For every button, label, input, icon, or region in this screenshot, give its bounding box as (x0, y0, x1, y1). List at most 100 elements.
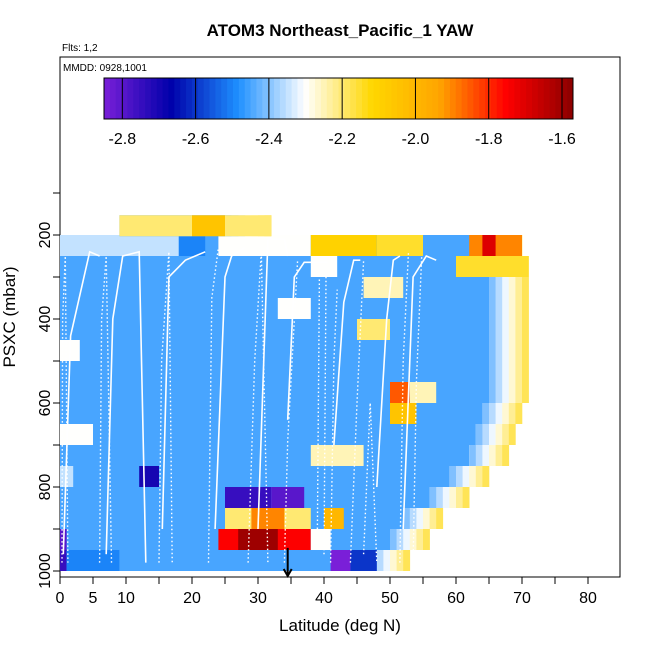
heatmap-cell (508, 340, 516, 361)
heatmap-cell (475, 466, 483, 487)
colorbar-swatch (250, 78, 257, 119)
heatmap-cell (423, 508, 430, 529)
heatmap-cell (495, 403, 503, 424)
flight-track (214, 246, 246, 530)
flight-track (333, 259, 361, 446)
heatmap-cell (60, 319, 489, 340)
heatmap-cell (178, 235, 206, 256)
heatmap-cell (238, 529, 278, 550)
heatmap-cell (383, 550, 391, 571)
heatmap-cell (489, 361, 496, 382)
colorbar-swatch (514, 78, 521, 119)
heatmap-cell (456, 487, 463, 508)
colorbar-strip (104, 78, 574, 119)
colorbar-swatch (473, 78, 480, 119)
colorbar-swatch (174, 78, 181, 119)
heatmap-cell (502, 403, 510, 424)
flight-track (257, 238, 289, 530)
heatmap-cell (436, 508, 444, 529)
flight-track (158, 251, 173, 563)
heatmap-cell (489, 403, 496, 424)
colorbar-swatch (467, 78, 474, 119)
colorbar-tick-label: -2.4 (255, 131, 283, 148)
heatmap-cell (456, 466, 463, 487)
colorbar-swatch (244, 78, 251, 119)
colorbar-swatch (520, 78, 527, 119)
heatmap-cell (515, 298, 523, 319)
colorbar-swatch (338, 78, 345, 119)
heatmap-row (119, 215, 272, 237)
colorbar-swatch (238, 78, 246, 119)
heatmap-cell (390, 382, 410, 403)
heatmap-cell (522, 340, 529, 361)
colorbar-swatch (502, 78, 509, 119)
colorbar-swatch (104, 78, 111, 119)
colorbar-swatch (420, 78, 427, 119)
colorbar-swatch (531, 78, 539, 119)
colorbar-swatch (361, 78, 369, 119)
flight-track (62, 250, 100, 555)
heatmap-cell (396, 550, 404, 571)
heatmap-cell (522, 382, 529, 403)
colorbar-swatch (326, 78, 334, 119)
colorbar-swatch (291, 78, 298, 119)
dates-label: MMDD: 0928,1001 (63, 63, 147, 74)
heatmap-cell (522, 277, 529, 298)
heatmap-cell (489, 298, 496, 319)
heatmap-cell (449, 487, 457, 508)
heatmap-cell (515, 277, 523, 298)
y-tick-label: 400 (37, 306, 54, 333)
heatmap-cell (271, 487, 305, 508)
flights-label: Flts: 1,2 (62, 43, 98, 54)
colorbar-swatch (444, 78, 451, 119)
heatmap-cell (60, 550, 371, 571)
heatmap-row (60, 361, 529, 382)
colorbar-swatch (555, 78, 562, 119)
colorbar-swatch (186, 78, 193, 119)
x-tick-label: 20 (183, 590, 201, 607)
colorbar-swatch (332, 78, 339, 119)
heatmap-cell (376, 550, 384, 571)
colorbar-swatch (391, 78, 398, 119)
heatmap-cell (502, 445, 510, 466)
flight-track (161, 251, 206, 530)
heatmap-cell (277, 298, 311, 319)
colorbar-swatch (279, 78, 287, 119)
colorbar-swatch (367, 78, 375, 119)
colorbar-swatch (256, 78, 263, 119)
flight-track (349, 260, 365, 563)
y-axis-label: PSXC (mbar) (0, 266, 19, 367)
colorbar-tick-label: -2.8 (109, 131, 137, 148)
heatmap-cell (508, 319, 516, 340)
colorbar-swatch (227, 78, 234, 119)
heatmap-cell (482, 466, 490, 487)
colorbar-swatch (402, 78, 410, 119)
heatmap-cell (482, 445, 490, 466)
colorbar-swatch (320, 78, 328, 119)
heatmap-cell (495, 361, 503, 382)
heatmap-cell (66, 550, 120, 571)
latitude-marker (282, 547, 293, 579)
heatmap-row (60, 529, 430, 550)
heatmap-cell (350, 550, 377, 571)
heatmap-cell (60, 403, 483, 424)
heatmap-cell (502, 319, 510, 340)
colorbar-swatch (268, 78, 275, 119)
heatmap-row (60, 445, 510, 466)
colorbar-swatch (537, 78, 545, 119)
colorbar-swatch (350, 78, 357, 119)
colorbar-swatch (150, 78, 158, 119)
colorbar-tick-label: -1.8 (475, 131, 503, 148)
heatmap (60, 215, 529, 571)
flight-track (376, 255, 401, 488)
heatmap-cell (508, 403, 516, 424)
heatmap-cell (60, 424, 476, 445)
heatmap-cell (330, 550, 351, 571)
heatmap-cell (390, 403, 417, 424)
colorbar-tick-label: -2.6 (182, 131, 210, 148)
heatmap-cell (515, 319, 523, 340)
colorbar-swatch (479, 78, 486, 119)
x-axis: 0 5 10 20 30 40 50 60 70 80 (56, 577, 597, 607)
colorbar-swatch (203, 78, 210, 119)
heatmap-cell (489, 382, 496, 403)
